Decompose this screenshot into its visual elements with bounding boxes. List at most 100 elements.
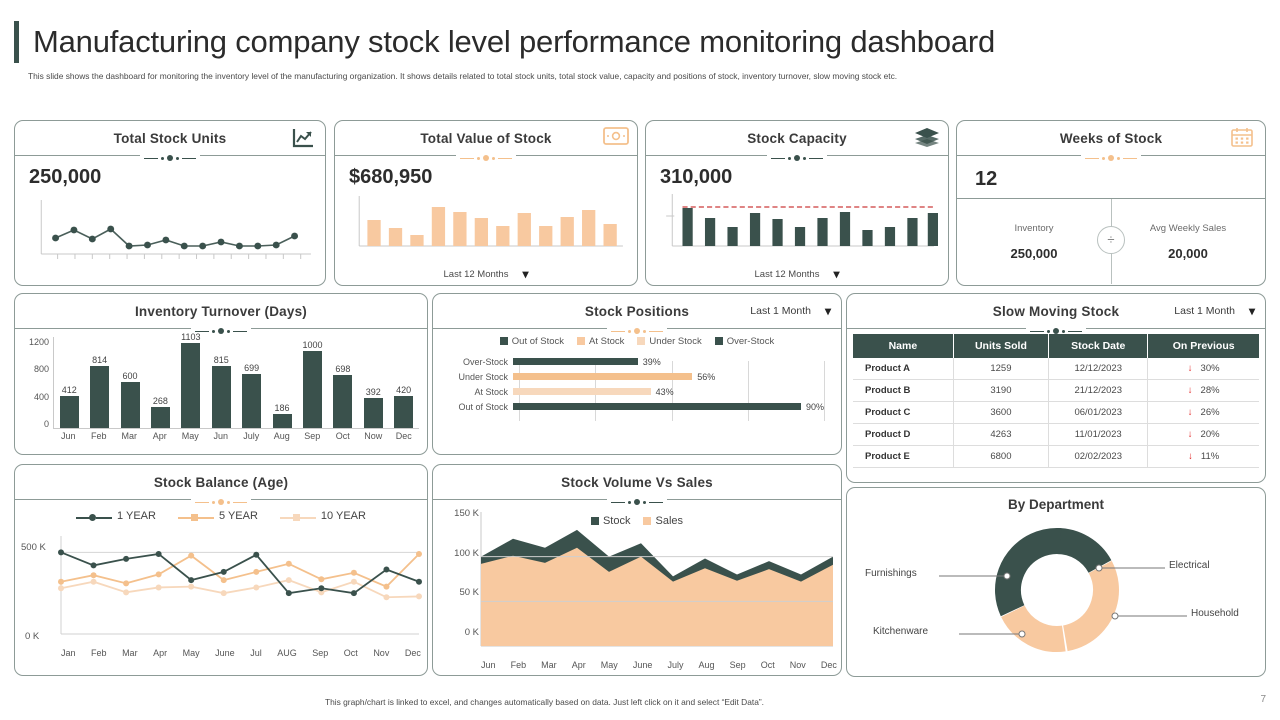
- bar-value-label: 420: [396, 384, 412, 395]
- x-tick-label: Feb: [90, 431, 107, 441]
- card-body: 12: [957, 156, 1265, 198]
- x-tick-label: Aug: [698, 660, 715, 670]
- x-tick-label: May: [600, 660, 618, 670]
- x-tick-label: May: [181, 431, 199, 441]
- y-tick-0k: 0 K: [25, 631, 40, 642]
- arrow-down-icon: ↓: [1188, 451, 1193, 462]
- slow-moving-range-selector[interactable]: Last 1 Month ▾: [1174, 305, 1255, 317]
- bar: [513, 388, 651, 395]
- cell-on-previous: ↓ 28%: [1147, 379, 1259, 402]
- bar: [272, 413, 292, 428]
- area-sales: [481, 547, 833, 646]
- page-number: 7: [1260, 694, 1266, 705]
- turnover-bar-column: 1000: [302, 337, 322, 428]
- capacity-range-selector[interactable]: Last 12 Months ▾: [646, 268, 948, 280]
- weeks-formula: Inventory 250,000 Avg Weekly Sales 20,00…: [957, 198, 1265, 284]
- x-tick-label: Jun: [60, 431, 76, 441]
- weeks-of-stock-value: 12: [975, 168, 998, 190]
- table-row[interactable]: Product A 1259 12/12/2023 ↓ 30%: [853, 358, 1259, 380]
- title-bar: Manufacturing company stock level perfor…: [14, 18, 1266, 66]
- table-body: Product A 1259 12/12/2023 ↓ 30% Product B 3190…: [853, 358, 1259, 468]
- inventory-turnover-chart: 1200 800 400 0 412 814 600 268 1103 815 699 186…: [15, 329, 427, 453]
- chevron-down-icon[interactable]: ▾: [1248, 304, 1255, 318]
- chevron-down-icon[interactable]: ▾: [522, 267, 529, 281]
- x-tick-label: Nov: [373, 648, 390, 658]
- x-tick-label: Feb: [91, 648, 107, 658]
- card-title: Inventory Turnover (Days): [134, 303, 308, 319]
- table-row[interactable]: Product D 4263 11/01/2023 ↓ 20%: [853, 423, 1259, 446]
- chart-legend: Stock Sales: [433, 508, 841, 527]
- stock-balance-chart: Jan Feb Mar Apr May June Jul AUG Sep Oct Nov Dec 50…: [15, 522, 427, 660]
- bar-rows: Over-Stock 39% Under Stock 56% At Stock 43% Ou…: [439, 354, 833, 414]
- stock-volume-chart: Stock Sales 150 K 100 K 50 K 0 K Jun Feb Mar Ap…: [433, 500, 841, 674]
- bar: [513, 373, 693, 380]
- position-bar-row: Over-Stock 39%: [439, 354, 833, 369]
- stock-volume-plot: [480, 512, 833, 647]
- table-row[interactable]: Product E 6800 02/02/2023 ↓ 11%: [853, 445, 1259, 468]
- card-title: Stock Volume Vs Sales: [561, 474, 713, 490]
- x-tick-label: Dec: [404, 648, 421, 658]
- x-tick-label: Jan: [61, 648, 76, 658]
- card-by-department: By Department: [846, 487, 1266, 677]
- x-tick-label: Apr: [153, 648, 168, 658]
- bar: [394, 395, 414, 428]
- card-header: Total Stock Units: [15, 121, 325, 161]
- y-axis-ticks: 1200 800 400 0: [19, 337, 49, 429]
- y-tick-label: 0 K: [464, 626, 479, 638]
- bar: [513, 358, 638, 365]
- bar-value-label: 1103: [181, 332, 201, 343]
- bar-track: 43%: [513, 384, 833, 399]
- table-row[interactable]: Product C 3600 06/01/2023 ↓ 26%: [853, 401, 1259, 424]
- x-tick-label: Dec: [395, 431, 412, 441]
- x-axis-labels: Jun Feb Mar Apr May June July Aug Sep Oct Nov Dec: [481, 660, 837, 670]
- bar: [181, 343, 201, 428]
- turnover-bar-column: 815: [211, 337, 231, 428]
- turnover-bar-column: 814: [90, 337, 110, 428]
- legend-item: 5 YEAR: [177, 510, 258, 522]
- legend-item: Stock: [590, 515, 630, 527]
- x-tick-label: Mar: [122, 648, 138, 658]
- series-line-1-year: [60, 551, 420, 595]
- card-total-stock-units: Total Stock Units 250,000: [14, 120, 326, 286]
- bar-track: 90%: [513, 399, 833, 414]
- bar-value-label: 412: [61, 385, 77, 396]
- chevron-down-icon[interactable]: ▾: [824, 304, 831, 318]
- bar-value-label: 699: [244, 363, 260, 374]
- cell-units-sold: 3600: [953, 401, 1050, 424]
- position-bar-row: At Stock 43%: [439, 384, 833, 399]
- table-column-header: Stock Date: [1048, 334, 1149, 358]
- by-department-chart: Electrical Household Kitchenware Furnish…: [847, 512, 1265, 672]
- positions-range-selector[interactable]: Last 1 Month ▾: [750, 305, 831, 317]
- x-tick-label: AUG: [277, 648, 297, 658]
- total-value-of-stock-sparkline: [349, 196, 627, 254]
- bar: [150, 407, 170, 428]
- bar-value-label: 56%: [697, 371, 716, 382]
- card-title: By Department: [1007, 497, 1105, 512]
- header-ornament: [191, 499, 251, 505]
- table-column-header: Units Sold: [953, 334, 1050, 358]
- stock-positions-chart: Over-Stock 39% Under Stock 56% At Stock 43% Ou…: [439, 354, 833, 421]
- value-range-selector[interactable]: Last 12 Months ▾: [335, 268, 637, 280]
- calendar-icon: [1231, 127, 1255, 149]
- total-value-of-stock-value: $680,950: [349, 166, 433, 188]
- x-tick-label: Feb: [510, 660, 527, 670]
- cell-units-sold: 1259: [953, 358, 1050, 380]
- y-tick: 1200: [28, 337, 49, 347]
- series-line-10-year: [60, 579, 420, 599]
- inventory-value: 250,000: [1010, 245, 1058, 261]
- bar-track: 56%: [513, 369, 833, 384]
- slow-moving-table: Name Units Sold Stock Date On Previous Prod…: [853, 334, 1259, 468]
- bar-category-label: Under Stock: [458, 371, 508, 382]
- x-tick-label: Jun: [213, 431, 228, 441]
- x-tick-label: Jun: [481, 660, 496, 670]
- bar-value-label: 186: [274, 402, 290, 413]
- chevron-down-icon[interactable]: ▾: [833, 267, 840, 281]
- title-accent-bar: [14, 21, 19, 63]
- cell-on-previous: ↓ 30%: [1147, 358, 1259, 380]
- y-tick-label: 100 K: [454, 547, 479, 559]
- turnover-bar-column: 1103: [181, 332, 201, 428]
- donut-label-kitchenware: Kitchenware: [873, 626, 929, 637]
- header-ornament: [1026, 328, 1086, 334]
- header-ornament: [140, 155, 200, 161]
- table-row[interactable]: Product B 3190 21/12/2023 ↓ 28%: [853, 379, 1259, 402]
